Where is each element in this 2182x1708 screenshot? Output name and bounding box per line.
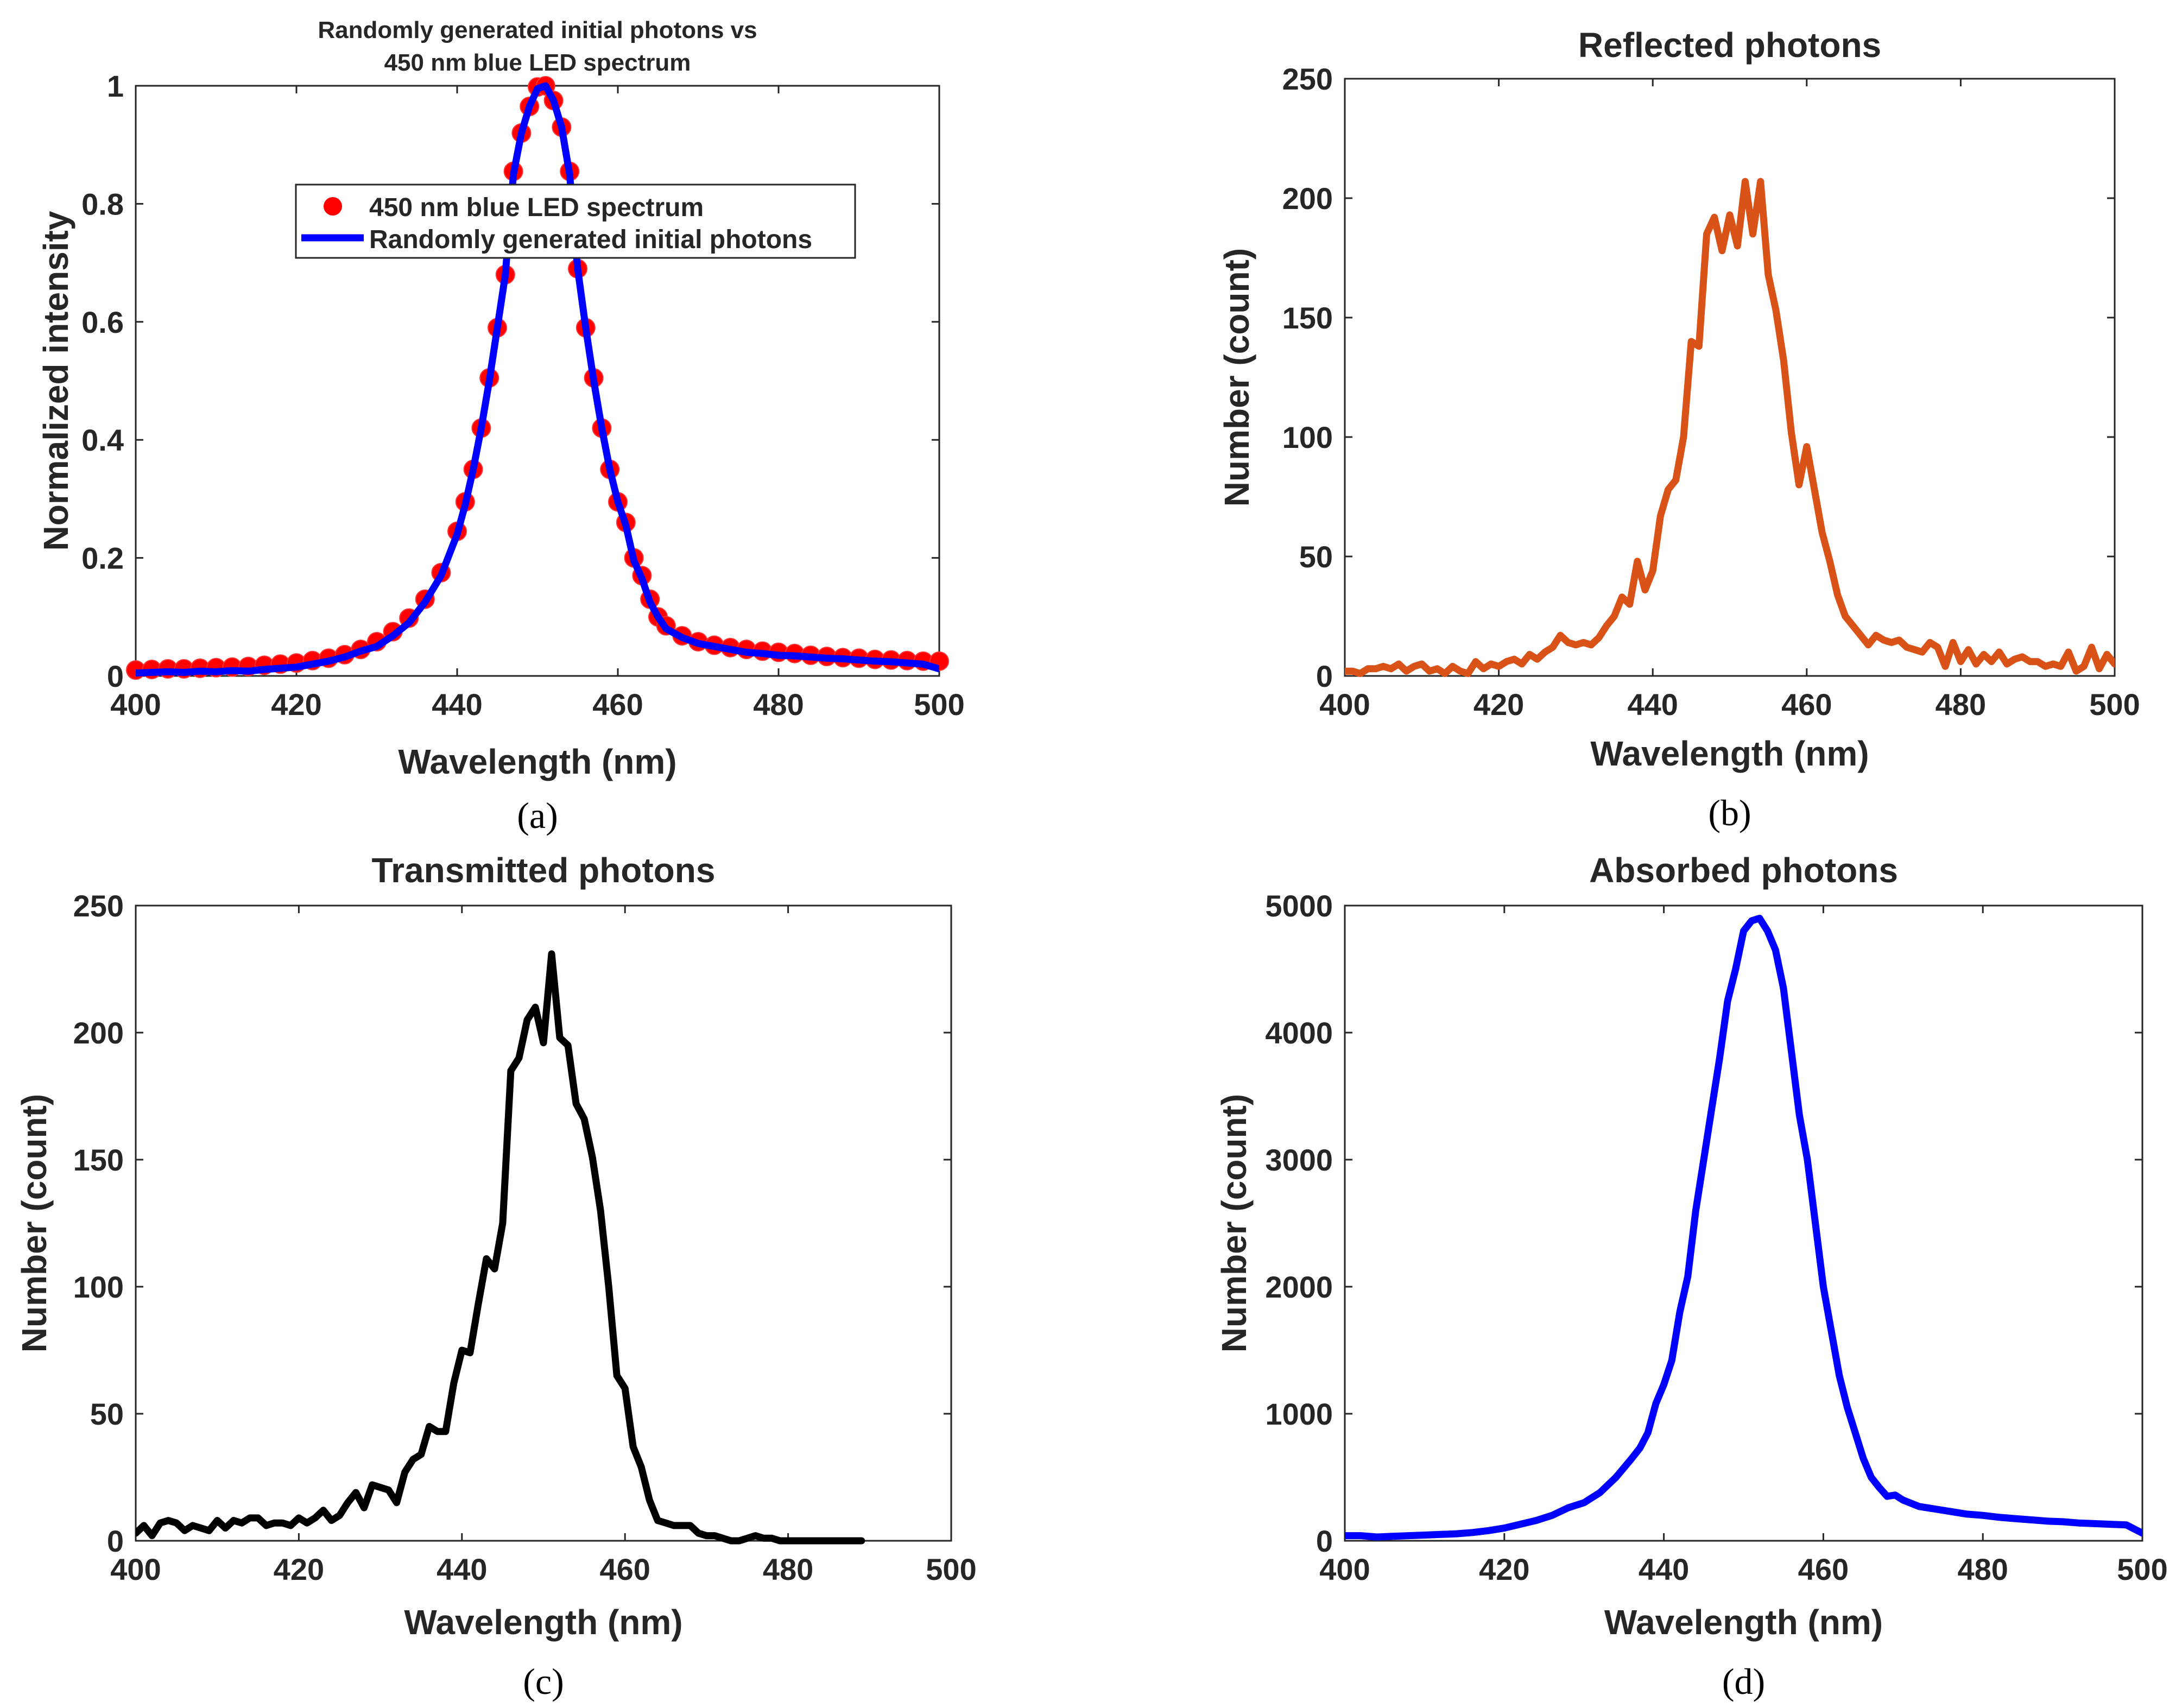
y-tick-label: 0 [1316,1524,1333,1558]
x-tick-label: 420 [274,1552,324,1586]
y-tick-label: 200 [1282,181,1333,216]
chart-panel-a: 400 420 440 460 480 500 0 0.2 0.4 0.6 0.8 1 Randomly… [36,17,965,836]
y-tick-label: 50 [1299,540,1333,574]
y-tick-label: 100 [1282,420,1333,454]
x-tick-label: 500 [2117,1552,2167,1586]
x-tick-label: 440 [1627,687,1678,722]
plot-area [1344,78,2116,677]
x-tick-label: 460 [599,1552,650,1586]
chart-panel-b: 400 420 440 460 480 500 0 50 100 150 200 250 Reflect… [1217,26,2140,833]
plot-area [135,904,952,1542]
y-axis-label: Number (count) [15,1094,54,1352]
legend: 450 nm blue LED spectrum Randomly generat… [295,184,856,259]
y-tick-label: 0 [107,1524,124,1558]
y-tick-label: 1000 [1265,1397,1333,1431]
chart-title-line2: 450 nm blue LED spectrum [384,49,691,76]
plot-area [135,85,940,677]
y-axis-label: Number (count) [1217,248,1256,507]
y-tick-label: 200 [73,1016,124,1050]
y-tick-label: 0 [1316,659,1333,693]
y-tick-label: 0.6 [81,305,124,339]
y-tick-label: 50 [90,1397,124,1431]
x-axis-label: Wavelength (nm) [404,1603,682,1642]
x-tick-label: 500 [914,687,964,722]
x-tick-label: 480 [753,687,804,722]
y-tick-label: 250 [73,889,124,923]
x-tick-label: 400 [1319,1552,1370,1586]
chart-title: Absorbed photons [1589,851,1898,890]
y-tick-label: 1 [107,69,124,103]
panel-letter: (a) [517,795,558,836]
y-tick-label: 250 [1282,62,1333,96]
x-axis-label: Wavelength (nm) [398,742,676,781]
panel-letter: (b) [1708,792,1751,833]
y-axis-label: Normalized intensity [36,211,75,551]
x-tick-label: 420 [1479,1552,1529,1586]
series-line [1345,178,2115,678]
x-tick-label: 420 [271,687,321,722]
y-axis-label: Number (count) [1215,1094,1254,1352]
chart-panel-c: 400 420 440 460 480 500 0 50 100 150 200 250 Transmi… [15,851,977,1702]
x-tick-label: 440 [432,687,482,722]
y-tick-label: 3000 [1265,1143,1333,1177]
chart-title-line1: Randomly generated initial photons vs [318,17,757,43]
x-tick-label: 400 [110,687,161,722]
x-tick-label: 480 [1957,1552,2008,1586]
panel-letter: (d) [1722,1661,1765,1702]
chart-panel-d: 400 420 440 460 480 500010002000300040005000A… [1215,851,2168,1702]
x-axis-label: Wavelength (nm) [1590,734,1869,773]
x-tick-label: 500 [2089,687,2140,722]
x-tick-label: 480 [1936,687,1986,722]
x-tick-label: 440 [1639,1552,1689,1586]
legend-label-random: Randomly generated initial photons [369,225,812,254]
x-tick-label: 460 [1781,687,1832,722]
x-tick-label: 460 [592,687,643,722]
x-tick-label: 500 [926,1552,976,1586]
y-tick-label: 5000 [1265,889,1333,923]
panel-letter: (c) [523,1661,564,1702]
y-tick-label: 0 [107,659,124,693]
x-tick-label: 400 [110,1552,161,1586]
plot-area [1344,904,2143,1542]
x-tick-label: 460 [1798,1552,1849,1586]
legend-box [295,184,856,259]
x-tick-label: 400 [1319,687,1370,722]
legend-label-led: 450 nm blue LED spectrum [369,193,704,222]
y-tick-label: 100 [73,1270,124,1304]
y-tick-label: 2000 [1265,1270,1333,1304]
series-line [136,950,865,1545]
chart-title: Transmitted photons [372,851,716,890]
x-tick-label: 480 [763,1552,813,1586]
y-tick-label: 150 [73,1143,124,1177]
chart-title: Reflected photons [1578,26,1881,65]
x-tick-label: 440 [437,1552,487,1586]
y-tick-label: 4000 [1265,1016,1333,1050]
y-tick-label: 0.2 [81,541,124,575]
x-tick-label: 420 [1473,687,1524,722]
y-tick-label: 0.4 [81,423,124,457]
series-line [136,82,939,677]
y-tick-label: 0.8 [81,187,124,221]
x-axis-label: Wavelength (nm) [1604,1603,1883,1642]
series-line [1345,914,2142,1541]
y-tick-label: 150 [1282,301,1333,335]
legend-marker-icon [324,197,342,216]
